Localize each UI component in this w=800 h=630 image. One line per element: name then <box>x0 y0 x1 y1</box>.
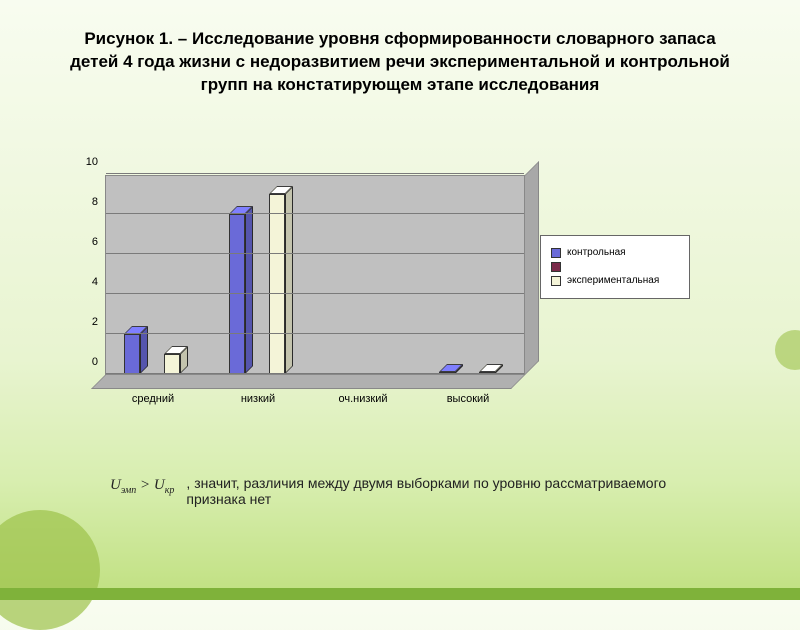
decor-dot <box>0 510 100 630</box>
bar-chart: 0246810 средний низкий оч.низкий высокий <box>65 175 705 425</box>
legend-label: экспериментальная <box>567 272 659 290</box>
decor-dot <box>775 330 800 370</box>
footer-text: , значит, различия между двумя выборками… <box>186 475 670 507</box>
gridline <box>106 333 524 334</box>
decor-bottom-bar <box>0 588 800 600</box>
legend-item: экспериментальная <box>551 272 679 290</box>
x-axis-labels: средний низкий оч.низкий высокий <box>105 393 525 413</box>
legend-item: контрольная <box>551 244 679 262</box>
y-tick-label: 8 <box>92 196 106 208</box>
x-tick-label: низкий <box>241 393 275 405</box>
bar <box>164 354 180 374</box>
y-tick-label: 4 <box>92 276 106 288</box>
formula: Uэмп > Uкр <box>110 475 174 496</box>
plot-area: 0246810 <box>105 175 525 375</box>
gridline <box>106 253 524 254</box>
y-tick-label: 10 <box>86 156 106 168</box>
x-tick-label: оч.низкий <box>338 393 387 405</box>
legend-swatch <box>551 276 561 286</box>
bar <box>229 214 245 374</box>
gridline <box>106 373 524 374</box>
gridline <box>106 293 524 294</box>
legend-label: контрольная <box>567 244 626 262</box>
plot-3d-side <box>525 161 539 375</box>
bar <box>269 194 285 374</box>
plot-3d-floor <box>91 375 525 389</box>
x-tick-label: средний <box>132 393 174 405</box>
y-tick-label: 0 <box>92 356 106 368</box>
bars-layer <box>106 176 524 374</box>
gridline <box>106 213 524 214</box>
bar <box>124 334 140 374</box>
legend-swatch <box>551 262 561 272</box>
y-tick-label: 2 <box>92 316 106 328</box>
gridline <box>106 173 524 174</box>
legend: контрольная экспериментальная <box>540 235 690 299</box>
footer-note: Uэмп > Uкр , значит, различия между двум… <box>110 475 670 507</box>
page-title: Рисунок 1. – Исследование уровня сформир… <box>0 0 800 107</box>
legend-item <box>551 262 679 272</box>
y-tick-label: 6 <box>92 236 106 248</box>
legend-swatch <box>551 248 561 258</box>
x-tick-label: высокий <box>447 393 490 405</box>
